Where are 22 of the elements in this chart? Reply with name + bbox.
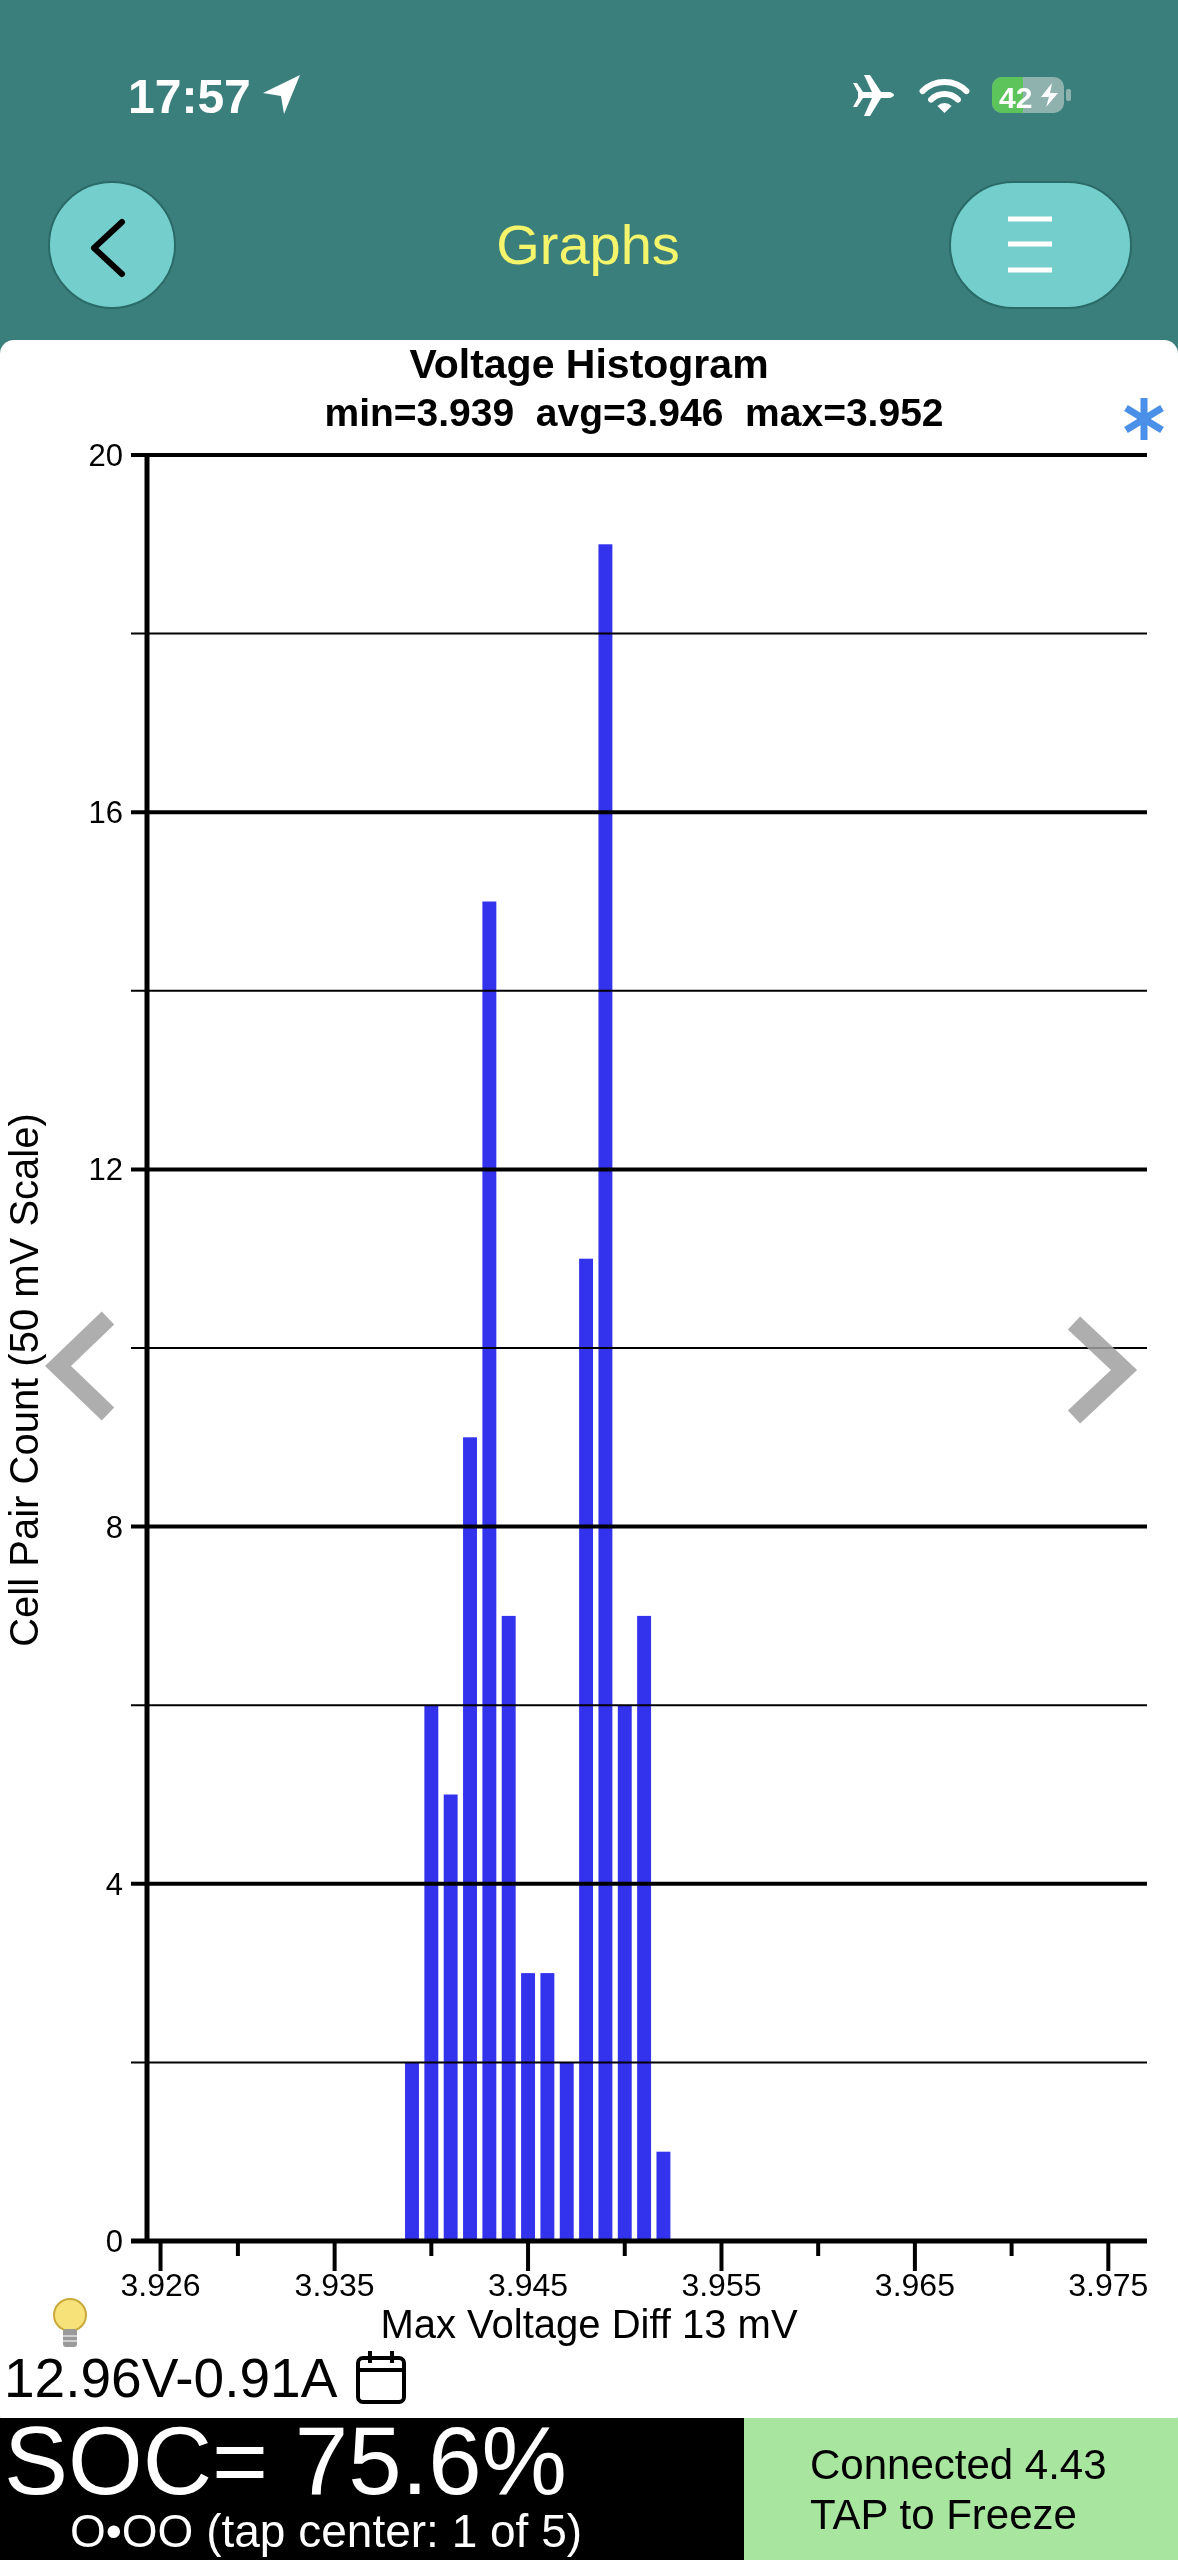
x-tick-label: 3.926	[120, 2267, 201, 2303]
chart-subtitle: min=3.939 avg=3.946 max=3.952	[324, 391, 944, 434]
y-axis-title: Cell Pair Count (50 mV Scale)	[2, 1113, 46, 1647]
text: 42	[999, 81, 1033, 114]
y-tick-label: 12	[88, 1152, 123, 1188]
x-tick-label: 3.945	[488, 2267, 569, 2303]
chart-title: Voltage Histogram	[409, 341, 769, 387]
y-tick-label: 8	[105, 1509, 123, 1545]
text: Graphs	[496, 213, 680, 276]
y-tick-label: 16	[88, 795, 123, 831]
text: 12.96V-0.91A	[4, 2347, 338, 2409]
x-tick-label: 3.965	[874, 2267, 955, 2303]
y-tick-label: 20	[88, 438, 123, 473]
x-tick-label: 3.935	[294, 2267, 375, 2303]
x-tick-label: 3.975	[1068, 2267, 1149, 2303]
y-tick-label: 4	[105, 1866, 123, 1902]
text: Connected 4.43	[810, 2441, 1107, 2488]
x-tick-label: 3.955	[681, 2267, 762, 2303]
text: TAP to Freeze	[810, 2491, 1077, 2538]
x-axis-title: Max Voltage Diff 13 mV	[380, 2302, 798, 2346]
y-tick-label: 0	[105, 2224, 123, 2259]
text: 17:57	[128, 70, 251, 123]
